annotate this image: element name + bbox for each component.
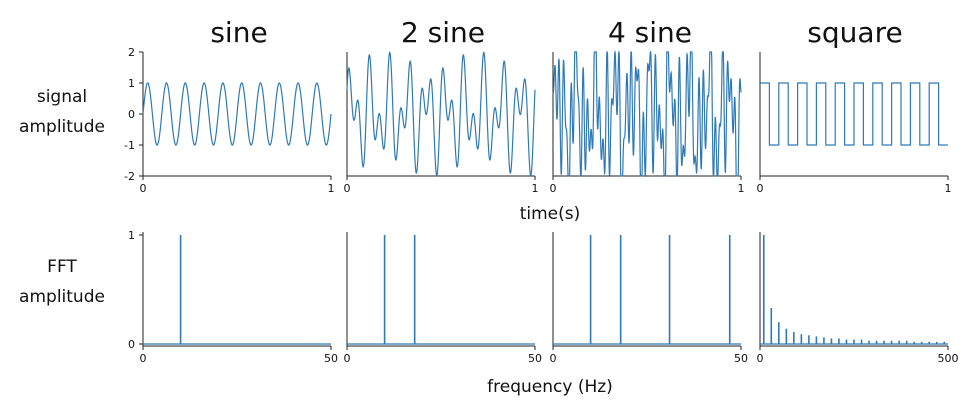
x-axis-label-time: time(s) xyxy=(520,204,581,224)
x-tick-label: 0 xyxy=(757,182,764,195)
y-tick-label: 2 xyxy=(128,46,135,59)
fft-panel-4-sine: 0 50 xyxy=(550,232,748,365)
column-title-4-sine: 4 sine xyxy=(608,16,692,49)
x-tick-label: 500 xyxy=(938,352,959,365)
fft-panel-square: 0 500 xyxy=(757,232,959,365)
signal-line xyxy=(142,82,332,146)
x-tick-label: 0 xyxy=(140,182,147,195)
column-title-2-sine: 2 sine xyxy=(401,16,485,49)
signal-line xyxy=(552,50,742,177)
x-tick-label: 0 xyxy=(550,182,557,195)
y-tick-label: 1 xyxy=(128,77,135,90)
y-tick-label: 0 xyxy=(128,338,135,351)
y-tick-label: 0 xyxy=(128,108,135,121)
x-tick-label: 0 xyxy=(550,352,557,365)
row-label-signal-line2: amplitude xyxy=(19,117,105,137)
y-tick-label: -2 xyxy=(124,170,135,183)
row-label-fft-line1: FFT xyxy=(47,257,77,277)
signal-panel-sine: 0 1 -2 -1 0 1 2 xyxy=(124,46,334,195)
row-label-signal-line1: signal xyxy=(37,87,87,107)
y-tick-label: -1 xyxy=(124,139,135,152)
fft-panel-2-sine: 0 50 xyxy=(344,232,542,365)
x-tick-label: 50 xyxy=(528,352,542,365)
x-tick-label: 50 xyxy=(734,352,748,365)
y-tick-label: 1 xyxy=(128,229,135,242)
x-tick-label: 0 xyxy=(757,352,764,365)
x-tick-label: 1 xyxy=(532,182,539,195)
column-title-square: square xyxy=(807,16,902,49)
signal-line xyxy=(760,82,948,146)
x-tick-label: 1 xyxy=(945,182,952,195)
x-tick-label: 0 xyxy=(344,182,351,195)
signal-line xyxy=(346,51,536,177)
fft-panel-sine: 0 50 0 1 xyxy=(128,229,338,365)
x-tick-label: 1 xyxy=(738,182,745,195)
row-label-fft-line2: amplitude xyxy=(19,287,105,307)
x-tick-label: 1 xyxy=(328,182,335,195)
column-title-sine: sine xyxy=(210,16,267,49)
x-tick-label: 0 xyxy=(344,352,351,365)
x-axis-label-frequency: frequency (Hz) xyxy=(487,377,613,397)
x-tick-label: 0 xyxy=(140,352,147,365)
x-tick-label: 50 xyxy=(324,352,338,365)
